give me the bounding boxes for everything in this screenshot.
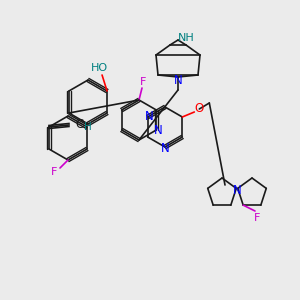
Text: HO: HO <box>91 63 108 73</box>
Text: N: N <box>145 110 154 122</box>
Text: N: N <box>160 142 169 154</box>
Text: F: F <box>140 77 146 87</box>
Text: F: F <box>254 213 260 223</box>
Text: NH: NH <box>178 33 194 43</box>
Text: N: N <box>154 124 163 137</box>
Text: O: O <box>195 103 204 116</box>
Text: H: H <box>84 122 92 132</box>
Text: F: F <box>51 167 57 177</box>
Text: N: N <box>174 74 182 86</box>
Text: N: N <box>232 184 242 197</box>
Text: C: C <box>75 118 83 131</box>
